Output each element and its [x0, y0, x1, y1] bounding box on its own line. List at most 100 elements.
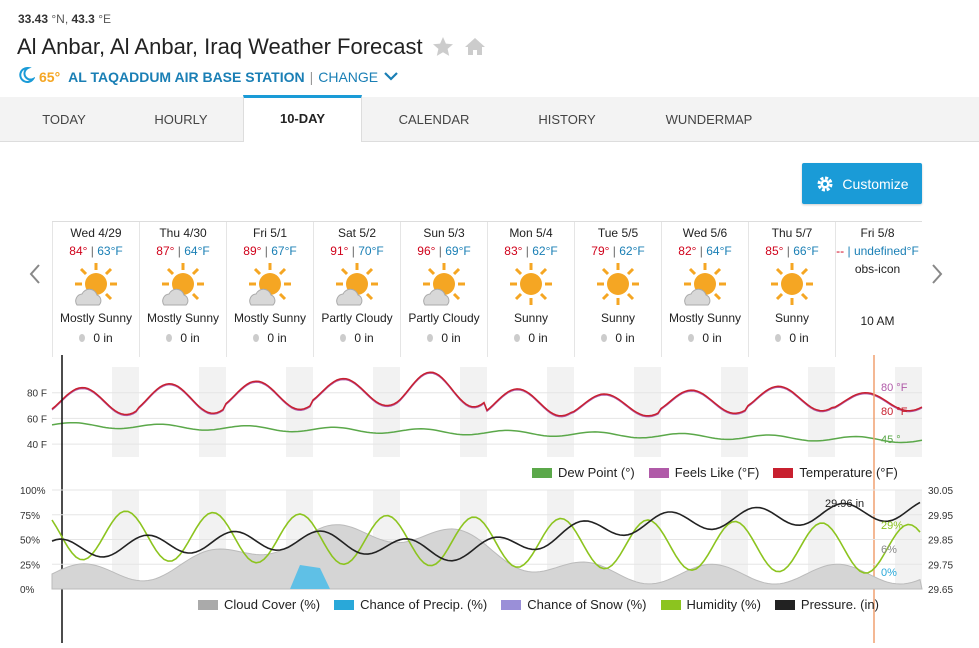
chevron-down-icon[interactable] [383, 69, 399, 85]
legend-label: Cloud Cover (%) [224, 597, 321, 612]
previous-arrow-icon[interactable] [28, 262, 42, 293]
night-band [460, 367, 487, 457]
legend-item[interactable]: Chance of Precip. (%) [334, 597, 487, 612]
high-temp: 82° [678, 244, 697, 258]
legend-item[interactable]: Cloud Cover (%) [198, 597, 320, 612]
precip-amount: 0 in [180, 331, 200, 345]
day-condition: Partly Cloudy [408, 311, 480, 325]
y-tick-label: 60 F [27, 414, 47, 425]
day-column[interactable]: Thu 5/7 85° | 66°F Sunny 0 in [748, 222, 835, 357]
legend-item[interactable]: Feels Like (°F) [648, 465, 760, 480]
moon-icon [17, 66, 36, 87]
night-band [373, 367, 400, 457]
tab-hourly[interactable]: HOURLY [154, 112, 208, 127]
legend-swatch [532, 467, 552, 478]
next-arrow-icon[interactable] [930, 262, 944, 293]
day-label: Wed 5/6 [682, 226, 728, 240]
tab-today[interactable]: TODAY [42, 112, 86, 127]
day-column[interactable]: Mon 5/4 83° | 62°F Sunny 0 in [487, 222, 574, 357]
day-temps: 87° | 64°F [156, 244, 210, 258]
low-temp: 64°F [184, 244, 210, 258]
change-station-link[interactable]: CHANGE [318, 68, 379, 85]
raindrop-icon [427, 334, 434, 342]
high-temp: 79° [591, 244, 610, 258]
day-condition: Mostly Sunny [233, 311, 307, 325]
day-label: Fri 5/8 [860, 226, 895, 240]
day-precip: 0 in [488, 331, 574, 345]
tab-wundermap[interactable]: WUNDERMAP [665, 112, 753, 127]
star-icon[interactable] [431, 35, 455, 59]
day-column[interactable]: Thu 4/30 87° | 64°F Mostly Sunny 0 in [139, 222, 226, 357]
day-column[interactable]: Sat 5/2 91° | 70°F Partly Cloudy 0 in [313, 222, 400, 357]
precip-amount: 0 in [441, 331, 461, 345]
obs-icon-placeholder: obs-icon [854, 262, 901, 276]
precip-legend: Cloud Cover (%) Chance of Precip. (%) Chan… [184, 597, 879, 612]
legend-item[interactable]: Chance of Snow (%) [501, 597, 647, 612]
tab-history[interactable]: HISTORY [538, 112, 596, 127]
separator: | [309, 68, 314, 85]
cloud-cover-readout: 6% [881, 544, 897, 556]
temperature-readout: 80 °F [881, 406, 908, 418]
legend-swatch [334, 599, 355, 610]
day-column[interactable]: Fri 5/8 -- | undefined°F obs-icon 10 AM [835, 222, 919, 357]
latitude: 33.43 [18, 12, 49, 26]
legend-swatch [773, 467, 794, 478]
customize-label: Customize [842, 175, 909, 192]
y-tick-label: 25% [20, 560, 40, 571]
day-condition: Partly Cloudy [321, 311, 393, 325]
day-label: Tue 5/5 [597, 226, 639, 240]
precip-amount: 0 in [615, 331, 635, 345]
title-row: Al Anbar, Al Anbar, Iraq Weather Forecas… [17, 34, 487, 60]
legend-item[interactable]: Pressure. (in) [774, 597, 879, 612]
day-precip: 0 in [227, 331, 313, 345]
low-temp: 63°F [97, 244, 123, 258]
humidity-line [51, 510, 921, 574]
day-temps: 85° | 66°F [765, 244, 819, 258]
dew-point-line [51, 421, 923, 444]
customize-button[interactable]: Customize [802, 163, 922, 204]
low-temp: 62°F [619, 244, 645, 258]
feels-like-readout: 80 °F [881, 382, 908, 394]
raindrop-icon [688, 334, 695, 342]
raindrop-icon [79, 334, 86, 342]
day-label: Fri 5/1 [252, 226, 287, 240]
day-column[interactable]: Wed 5/6 82° | 64°F Mostly Sunny 0 in [661, 222, 748, 357]
high-temp: 96° [417, 244, 436, 258]
high-temp: 89° [243, 244, 262, 258]
pressure-readout: 29.96 in [825, 498, 864, 510]
station-name[interactable]: AL TAQADDUM AIR BASE STATION [68, 68, 305, 85]
low-temp: 69°F [445, 244, 471, 258]
y-tick-label: 0% [20, 585, 35, 596]
precip-amount: 0 in [354, 331, 374, 345]
y-tick-label: 100% [20, 486, 46, 497]
mostly-sunny-icon [158, 261, 208, 309]
tab-calendar[interactable]: CALENDAR [398, 112, 470, 127]
daily-forecast: Wed 4/29 84° | 63°F Mostly Sunny 0 in Th… [52, 221, 922, 357]
day-column[interactable]: Tue 5/5 79° | 62°F Sunny 0 in [574, 222, 661, 357]
legend-item[interactable]: Dew Point (°) [532, 465, 635, 480]
precip-amount: 0 in [789, 331, 809, 345]
y-tick-label: 80 F [27, 389, 47, 400]
day-precip: 0 in [53, 331, 139, 345]
tab-10-day[interactable]: 10-DAY [243, 95, 362, 142]
y-tick-label: 40 F [27, 440, 47, 451]
partly-cloudy-icon [332, 261, 382, 309]
dew-point-readout: 45 ° [881, 434, 901, 446]
legend-label: Humidity (%) [686, 597, 761, 612]
legend-item[interactable]: Humidity (%) [660, 597, 761, 612]
home-icon[interactable] [463, 35, 487, 59]
day-precip: 0 in [401, 331, 487, 345]
day-column[interactable]: Sun 5/3 96° | 69°F Partly Cloudy 0 in [400, 222, 487, 357]
day-column[interactable]: Wed 4/29 84° | 63°F Mostly Sunny 0 in [52, 222, 139, 357]
day-column[interactable]: Fri 5/1 89° | 67°F Mostly Sunny 0 in [226, 222, 313, 357]
high-temp: 91° [330, 244, 349, 258]
legend-label: Chance of Snow (%) [527, 597, 647, 612]
legend-item[interactable]: Temperature (°F) [773, 465, 898, 480]
precip-amount: 0 in [267, 331, 287, 345]
low-temp: 64°F [706, 244, 732, 258]
partly-cloudy-icon [419, 261, 469, 309]
day-condition: Mostly Sunny [59, 311, 133, 325]
legend-swatch [648, 467, 669, 478]
legend-label: Feels Like (°F) [674, 465, 760, 480]
pressure-line [51, 501, 921, 562]
